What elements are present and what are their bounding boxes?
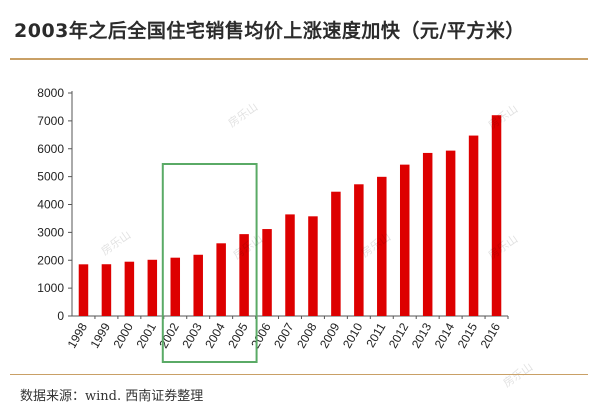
bar-2014 xyxy=(445,150,456,316)
x-tick-label-2016: 2016 xyxy=(478,320,504,350)
bar-2006 xyxy=(262,229,272,316)
y-tick-label: 5000 xyxy=(37,170,64,184)
watermark: 房乐山 xyxy=(501,360,535,390)
watermark: 房乐山 xyxy=(486,102,520,132)
bar-2013 xyxy=(422,152,433,316)
bar-2011 xyxy=(377,176,387,316)
bar-2015 xyxy=(468,135,479,316)
x-tick-label-2012: 2012 xyxy=(386,320,412,350)
y-tick-label: 8000 xyxy=(37,86,64,100)
y-tick-label: 4000 xyxy=(37,198,64,212)
y-tick-label: 1000 xyxy=(37,281,64,295)
y-tick-label: 6000 xyxy=(37,142,64,156)
bar-2012 xyxy=(399,164,410,316)
bar-1999 xyxy=(101,264,112,316)
highlight-box xyxy=(161,163,258,363)
x-tick-label-2005: 2005 xyxy=(225,320,251,350)
x-tick-label-2004: 2004 xyxy=(202,320,228,350)
x-tick-label-2014: 2014 xyxy=(432,320,458,350)
x-tick-label-1999: 1999 xyxy=(88,320,114,350)
y-tick-label: 7000 xyxy=(37,114,64,128)
data-source-note: 数据来源：wind. 西南证券整理 xyxy=(20,389,204,404)
y-tick-label: 2000 xyxy=(37,253,64,267)
x-tick-label-2007: 2007 xyxy=(271,320,297,350)
y-tick-label: 3000 xyxy=(37,225,64,239)
x-tick-label-2013: 2013 xyxy=(409,320,435,350)
title-divider xyxy=(10,58,588,60)
x-tick-label-2000: 2000 xyxy=(110,320,136,350)
bar-2016 xyxy=(491,115,502,317)
chart-title: 2003年之后全国住宅销售均价上涨速度加快（元/平方米） xyxy=(14,20,525,42)
bar-2007 xyxy=(285,214,295,316)
x-tick-label-2011: 2011 xyxy=(363,320,388,350)
bar-2000 xyxy=(124,261,135,316)
bar-2003 xyxy=(193,254,203,316)
bar-2008 xyxy=(308,216,318,316)
x-tick-label-2003: 2003 xyxy=(179,320,205,350)
x-tick-label-2015: 2015 xyxy=(455,320,481,350)
x-tick-label-2002: 2002 xyxy=(156,320,182,350)
y-tick-label: 0 xyxy=(57,309,64,323)
watermark: 房乐山 xyxy=(226,100,260,130)
watermark: 房乐山 xyxy=(99,228,133,258)
x-tick-label-2001: 2001 xyxy=(133,320,159,350)
x-tick-label-2006: 2006 xyxy=(248,320,274,350)
x-tick-label-1998: 1998 xyxy=(65,320,91,350)
footer-divider xyxy=(10,374,588,375)
bar-2009 xyxy=(331,191,341,316)
bar-2005 xyxy=(239,234,249,316)
bar-2004 xyxy=(216,243,226,316)
bar-2001 xyxy=(147,259,158,316)
watermark: 房乐山 xyxy=(486,232,520,262)
x-tick-label-2009: 2009 xyxy=(317,320,343,350)
bar-1998 xyxy=(78,264,89,316)
bar-2002 xyxy=(170,257,181,316)
x-tick-label-2010: 2010 xyxy=(340,320,366,350)
watermark: 房乐山 xyxy=(359,230,393,260)
bar-2010 xyxy=(354,184,364,316)
x-tick-label-2008: 2008 xyxy=(294,320,320,350)
